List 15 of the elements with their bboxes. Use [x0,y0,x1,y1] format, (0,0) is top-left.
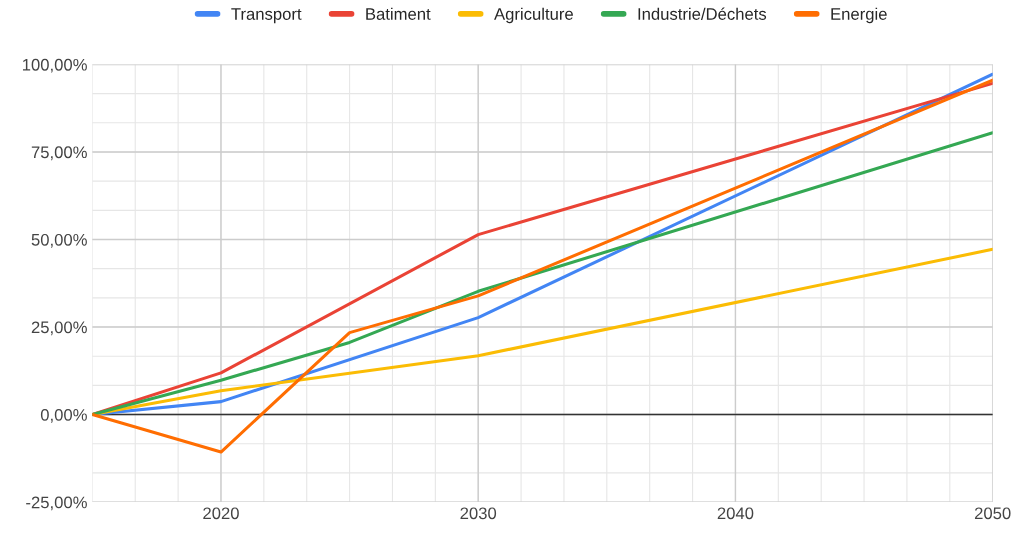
y-tick-label: 25,00% [31,321,87,336]
legend-label: Agriculture [494,7,573,24]
y-tick-label: 75,00% [31,146,87,161]
x-tick-label: 2050 [974,507,1011,520]
legend-label: Batiment [366,7,431,20]
y-tick-label: 0,00% [40,408,87,423]
y-tick-label: 50,00% [31,233,87,248]
x-tick-label: 2020 [203,507,239,520]
legend-label: Energie [831,7,887,24]
y-tick-label: 100,00% [22,58,87,73]
legend-label: Industrie/Déchets [638,7,767,20]
y-tick-label: -25,00% [26,496,87,511]
x-tick-label: 2030 [460,507,497,520]
x-tick-label: 2040 [717,507,754,520]
legend-label: Transport [231,8,302,24]
